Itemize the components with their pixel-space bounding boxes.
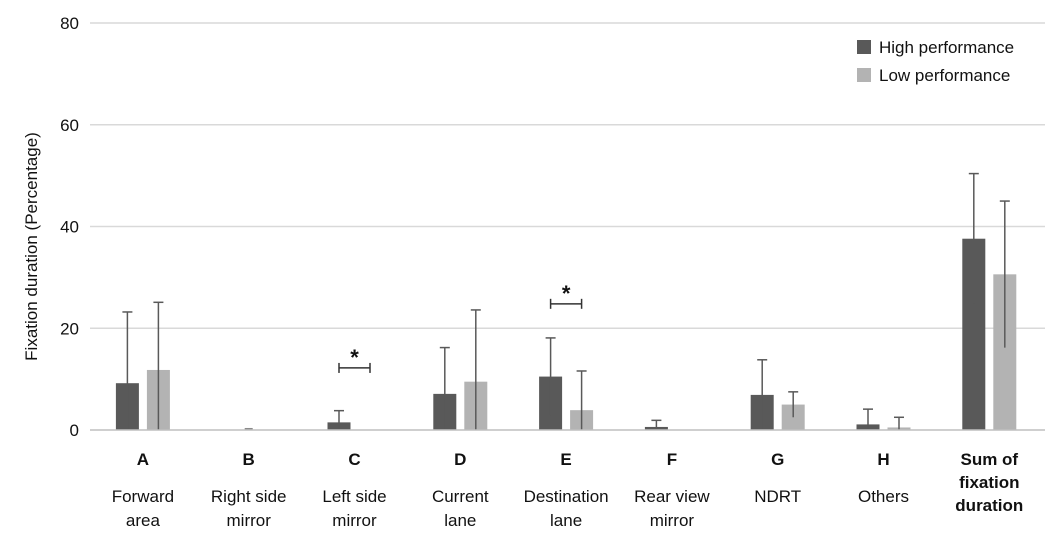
- y-axis-ticks: 0 20 40 60 80: [60, 14, 79, 440]
- error-bars: [122, 172, 1010, 430]
- x-axis-category-labels: A Forward area B Right side mirror C Left side m…: [112, 450, 1024, 530]
- x-category-label-line: Right side: [211, 487, 287, 506]
- x-category-label-line: Forward: [112, 487, 174, 506]
- x-category-label-line: NDRT: [754, 487, 801, 506]
- bar-low-sum: [993, 274, 1017, 430]
- x-category-letter: D: [454, 450, 466, 469]
- y-tick-label: 40: [60, 218, 79, 237]
- y-tick-label: 60: [60, 116, 79, 135]
- x-category-label-line: Sum of: [960, 450, 1018, 469]
- legend-label-low: Low performance: [879, 66, 1010, 85]
- x-category-label-line: Left side: [322, 487, 386, 506]
- x-category-label-line: mirror: [227, 511, 272, 530]
- legend: High performance Low performance: [857, 38, 1014, 85]
- x-category-letter: B: [243, 450, 255, 469]
- x-category-letter: C: [348, 450, 360, 469]
- legend-label-high: High performance: [879, 38, 1014, 57]
- x-category-label-line: area: [126, 511, 161, 530]
- x-category-letter: A: [137, 450, 149, 469]
- x-category-letter: E: [560, 450, 571, 469]
- x-category-label-line: Current: [432, 487, 489, 506]
- y-tick-label: 20: [60, 319, 79, 338]
- x-category-label-line: duration: [955, 496, 1023, 515]
- gridlines: [90, 22, 1045, 329]
- y-tick-label: 0: [70, 421, 79, 440]
- x-category-label-line: Destination: [524, 487, 609, 506]
- x-category-letter: H: [877, 450, 889, 469]
- x-category-label-line: lane: [444, 511, 476, 530]
- y-axis-label: Fixation duration (Percentage): [22, 132, 41, 361]
- x-category-label-line: Others: [858, 487, 909, 506]
- legend-swatch-low: [857, 68, 871, 82]
- significance-markers: **: [338, 281, 583, 373]
- significance-asterisk: *: [562, 281, 571, 306]
- x-category-letter: G: [771, 450, 784, 469]
- x-category-label-line: lane: [550, 511, 582, 530]
- bar-high-sum: [962, 238, 986, 430]
- x-category-letter: F: [667, 450, 677, 469]
- x-category-label-line: mirror: [650, 511, 695, 530]
- bars: [115, 238, 1017, 430]
- x-category-label-line: mirror: [332, 511, 377, 530]
- x-category-label-line: fixation: [959, 473, 1019, 492]
- significance-asterisk: *: [350, 345, 359, 370]
- legend-swatch-high: [857, 40, 871, 54]
- x-category-label-line: Rear view: [634, 487, 710, 506]
- y-tick-label: 80: [60, 14, 79, 33]
